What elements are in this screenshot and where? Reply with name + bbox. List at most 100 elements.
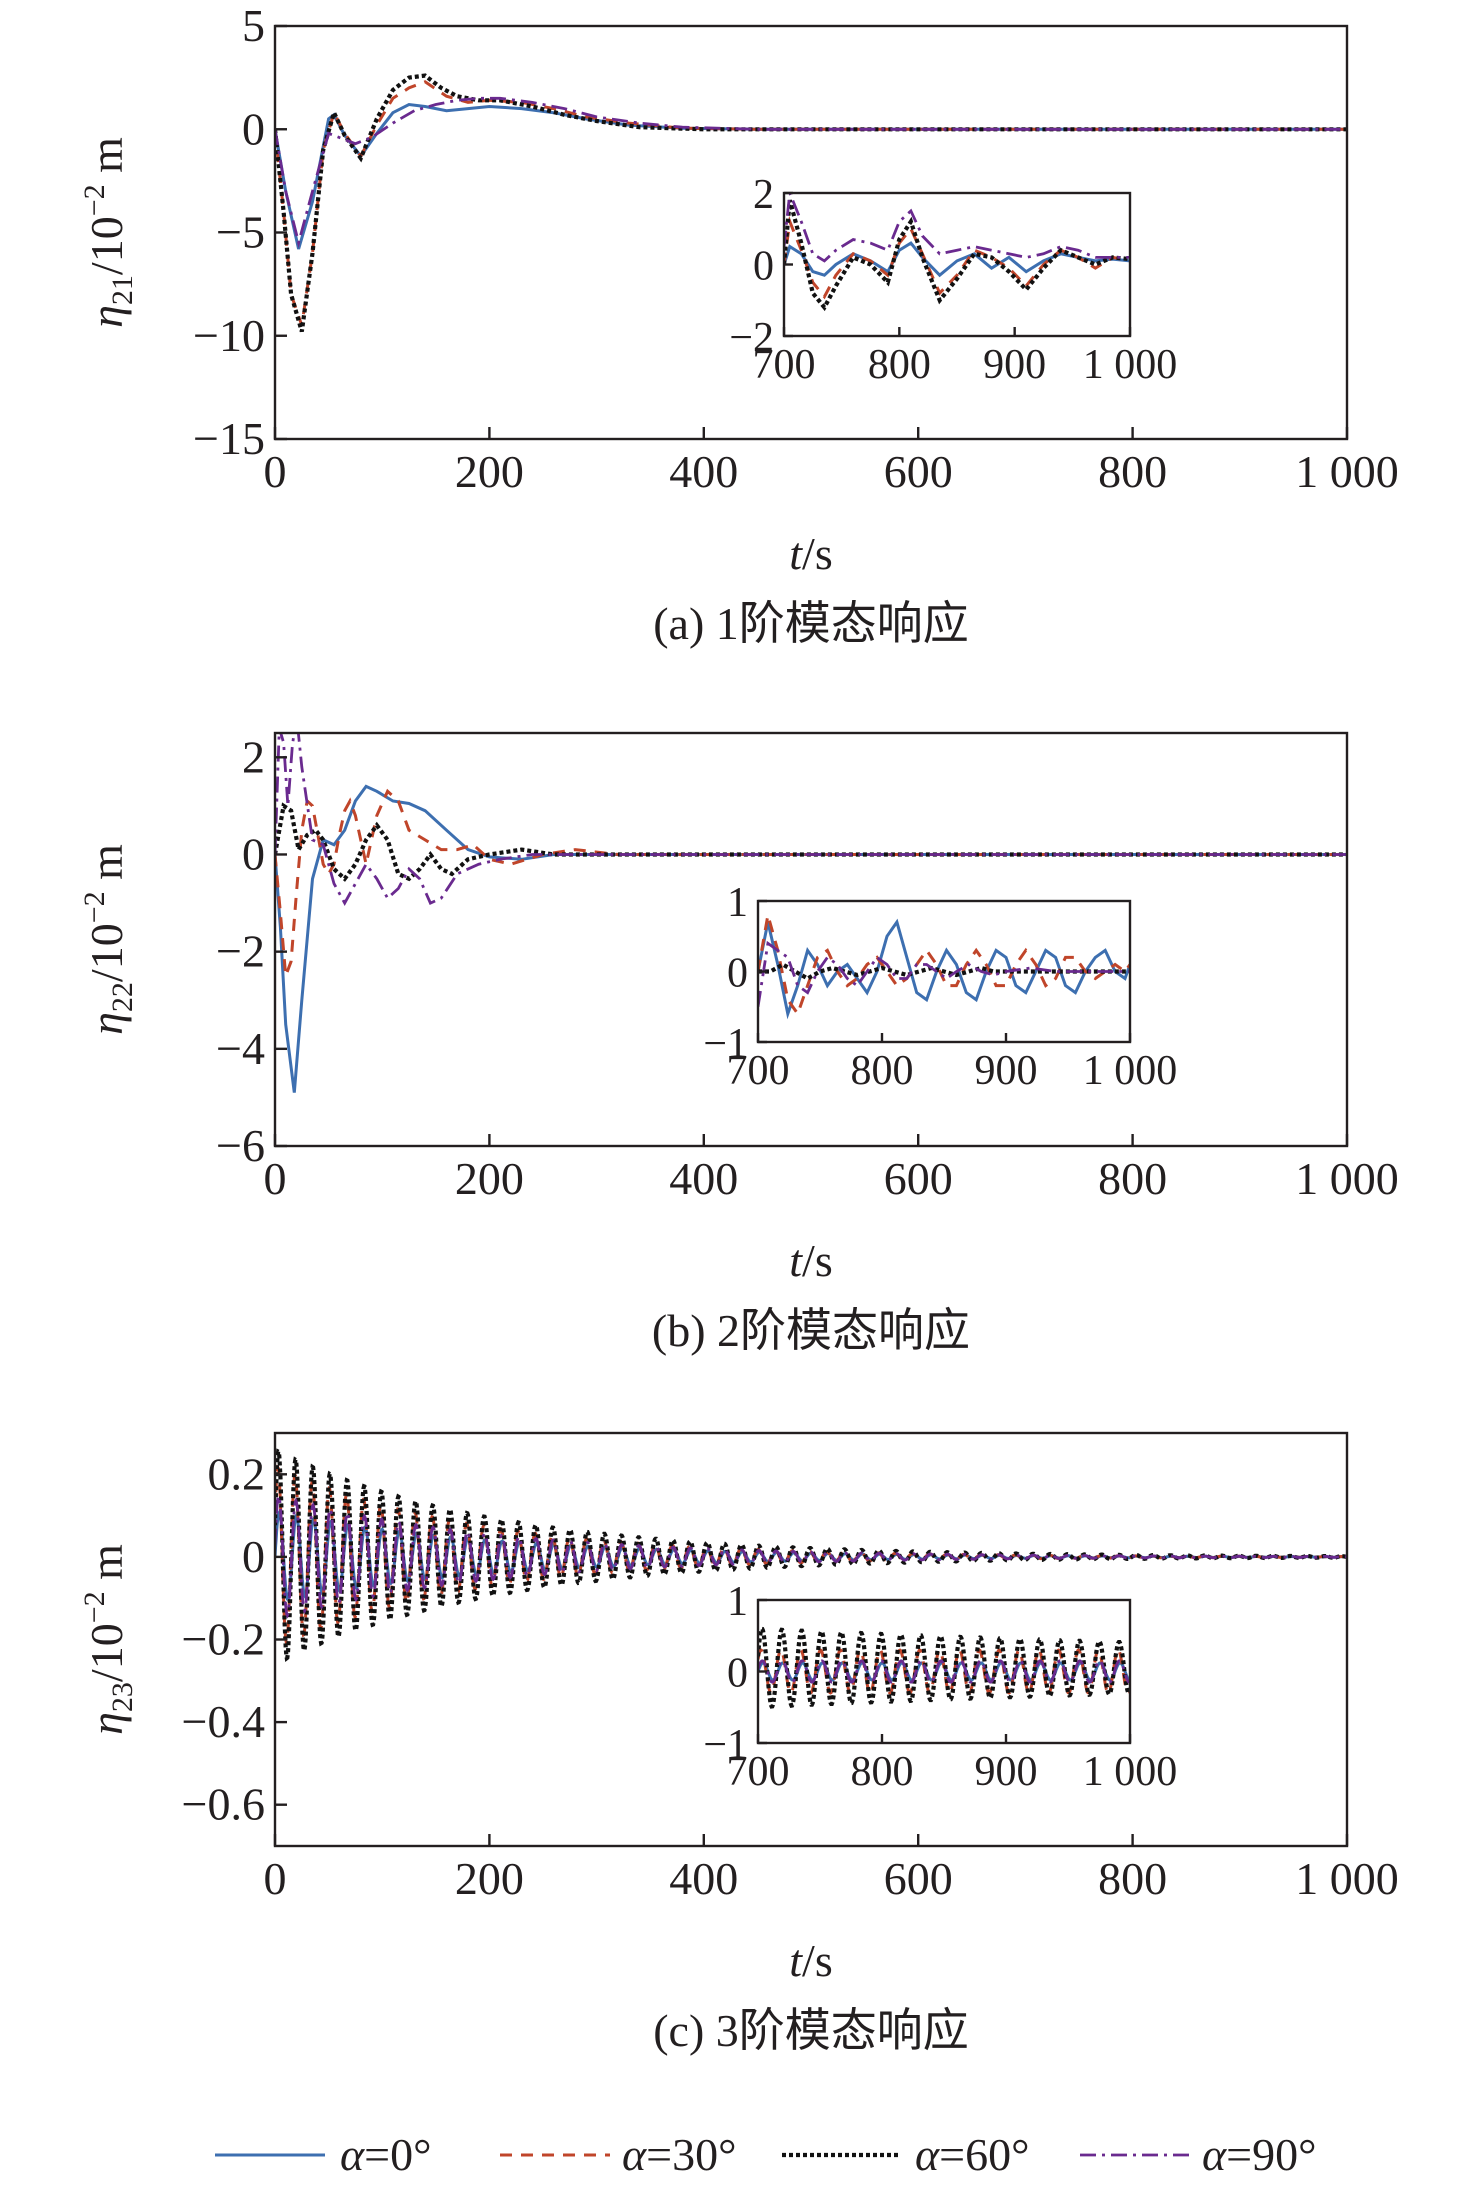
panel-b-line-a90 <box>275 733 1347 907</box>
panel-c-inset-ytick-label: 0 <box>727 1651 748 1697</box>
panel-a-inset-xtick-label: 1 000 <box>1083 342 1178 388</box>
panel-c-xlabel: t/s <box>789 1935 832 1986</box>
panel-b-inset-xtick-label: 700 <box>727 1048 790 1094</box>
panel-a-ytick-label: 5 <box>242 0 265 51</box>
svg-text:α=0°: α=0° <box>340 2129 432 2180</box>
panel-b-line-a30 <box>275 788 1347 977</box>
panel-c-inset: 700 800 900 1 000 1 0 −1 <box>703 1579 1177 1795</box>
panel-c-inset-line-a60 <box>758 1626 1130 1709</box>
legend-entry-a30: α=30° <box>500 2129 737 2180</box>
panel-a-line-a90 <box>275 96 1347 249</box>
panel-a-inset-line-a0 <box>784 241 1130 278</box>
panel-a-ytick-label: 0 <box>242 103 265 154</box>
svg-text:α=90°: α=90° <box>1202 2129 1317 2180</box>
panel-b-inset-xtick-label: 1 000 <box>1083 1048 1178 1094</box>
panel-a-ylabel: η21/10−2 m <box>78 137 139 328</box>
panel-c-caption: (c) 3阶模态响应 <box>653 2005 969 2056</box>
panel-b-ylabel: η22/10−2 m <box>78 844 139 1035</box>
panel-c-ytick-label: 0.2 <box>208 1448 266 1499</box>
legend-label-a30: =30° <box>646 2129 736 2180</box>
panel-c-inset-xtick-label: 800 <box>851 1749 914 1795</box>
legend-label-a90: =90° <box>1226 2129 1316 2180</box>
panel-c-line-a90 <box>275 1492 1347 1619</box>
svg-text:α=30°: α=30° <box>622 2129 737 2180</box>
panel-c-xtick-label: 0 <box>264 1853 287 1904</box>
panel-b-ytick-label: −4 <box>216 1023 265 1074</box>
panel-b-inset-line-a90 <box>758 940 1130 1008</box>
panel-c-ylabel: η23/10−2 m <box>78 1544 139 1735</box>
panel-b-xtick-label: 400 <box>669 1153 738 1204</box>
panel-b-inset-line-a60 <box>758 962 1130 981</box>
panel-c-inset-ytick-label: 1 <box>727 1579 748 1625</box>
legend: α=0° α=30° α=60° α=90° <box>215 2129 1317 2180</box>
panel-c-inset-xtick-label: 1 000 <box>1083 1749 1178 1795</box>
panel-c-xtick-label: 600 <box>884 1853 953 1904</box>
panel-a-line-a60 <box>275 73 1347 333</box>
panel-b-xtick-label: 0 <box>264 1153 287 1204</box>
panel-c-series <box>275 1448 1347 1663</box>
panel-a-xtick-label: 800 <box>1098 446 1167 497</box>
panel-b-inset-xtick-label: 900 <box>975 1048 1038 1094</box>
legend-label-a60-prefix: α <box>915 2129 940 2180</box>
panel-b-inset-xtick-label: 800 <box>851 1048 914 1094</box>
panel-a-inset-ytick-label: 0 <box>753 244 774 290</box>
panel-c-inset-ytick-label: −1 <box>703 1722 748 1768</box>
panel-c-ytick-label: −0.2 <box>182 1614 265 1665</box>
panel-c-xtick-label: 400 <box>669 1853 738 1904</box>
panel-a-line-a30 <box>275 80 1347 326</box>
panel-b-xtick-label: 600 <box>884 1153 953 1204</box>
panel-b: 0 200 400 600 800 1 000 2 0 −2 −4 −6 700 800 900 1 000… <box>78 731 1399 1356</box>
panel-b-xtick-label: 800 <box>1098 1153 1167 1204</box>
panel-a-inset-line-a90 <box>784 193 1130 263</box>
panel-a-inset-ytick-label: 2 <box>753 172 774 218</box>
panel-c-inset-series <box>758 1626 1130 1709</box>
panel-b-ytick-label: 2 <box>242 731 265 782</box>
panel-b-xlabel: t/s <box>789 1235 832 1286</box>
panel-b-inset: 700 800 900 1 000 1 0 −1 <box>703 880 1177 1094</box>
panel-a-xlabel: t/s <box>789 528 832 579</box>
panel-a-xtick-label: 600 <box>884 446 953 497</box>
panel-a: 0 200 400 600 800 1 000 5 0 −5 −10 −15 700 800 900 1 0… <box>78 0 1399 649</box>
panel-b-inset-series <box>758 914 1130 1020</box>
panel-c-inset-xtick-label: 900 <box>975 1749 1038 1795</box>
panel-c-inset-line-a90 <box>758 1659 1130 1684</box>
legend-label-a60: =60° <box>939 2129 1029 2180</box>
legend-label-a0: =0° <box>364 2129 431 2180</box>
panel-c-xtick-label: 1 000 <box>1295 1853 1399 1904</box>
legend-entry-a0: α=0° <box>215 2129 432 2180</box>
panel-b-inset-ytick-label: 0 <box>727 951 748 997</box>
panel-b-frame <box>273 731 1349 1148</box>
panel-c-xtick-label: 200 <box>455 1853 524 1904</box>
panel-c-ytick-label: −0.4 <box>182 1696 265 1747</box>
panel-b-ytick-label: 0 <box>242 828 265 879</box>
legend-label-a90-prefix: α <box>1202 2129 1227 2180</box>
panel-b-ytick-label: −2 <box>216 926 265 977</box>
panel-c-inset-xtick-label: 700 <box>727 1749 790 1795</box>
panel-a-inset-xtick-label: 900 <box>983 342 1046 388</box>
panel-b-xtick-label: 1 000 <box>1295 1153 1399 1204</box>
panel-b-inset-ytick-label: −1 <box>703 1021 748 1067</box>
panel-a-xtick-label: 200 <box>455 446 524 497</box>
panel-a-ytick-label: −15 <box>193 413 265 464</box>
panel-a-caption: (a) 1阶模态响应 <box>653 598 969 649</box>
panel-b-line-a60 <box>275 802 1347 882</box>
panel-c-ytick-label: 0 <box>242 1531 265 1582</box>
panel-b-inset-ytick-label: 1 <box>727 880 748 926</box>
panel-a-series <box>275 73 1347 333</box>
panel-c-xtick-label: 800 <box>1098 1853 1167 1904</box>
panel-c-ytick-label: −0.6 <box>182 1779 265 1830</box>
panel-a-xtick-label: 1 000 <box>1295 446 1399 497</box>
panel-a-inset: 700 800 900 1 000 2 0 −2 <box>729 172 1177 388</box>
panel-b-series <box>275 733 1347 1093</box>
panel-a-ytick-label: −10 <box>193 310 265 361</box>
panel-a-inset-xtick-label: 800 <box>868 342 931 388</box>
panel-a-inset-series <box>784 193 1130 312</box>
panel-b-caption: (b) 2阶模态响应 <box>652 1305 970 1356</box>
panel-b-xtick-label: 200 <box>455 1153 524 1204</box>
legend-label-a30-prefix: α <box>622 2129 647 2180</box>
legend-entry-a60: α=60° <box>782 2129 1030 2180</box>
panel-b-inset-line-a30 <box>758 914 1130 1018</box>
panel-a-xtick-label: 0 <box>264 446 287 497</box>
